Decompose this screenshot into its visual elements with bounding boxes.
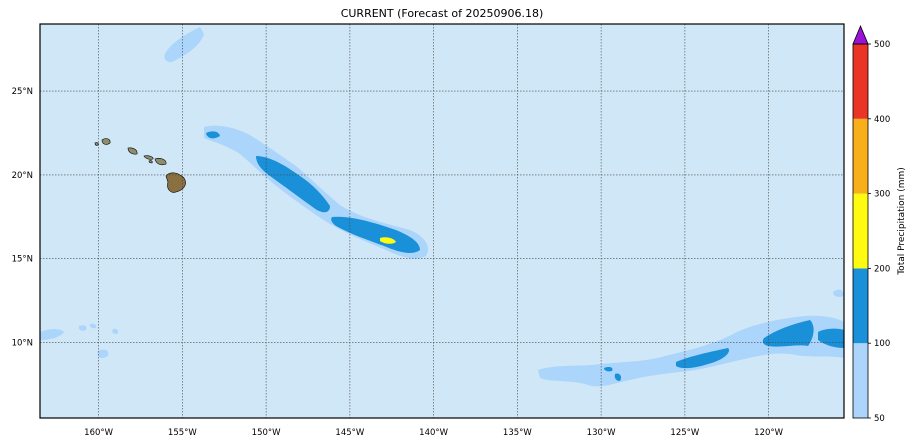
colorbar-tick-label: 50 (874, 414, 885, 424)
colorbar-tick-label: 300 (874, 190, 890, 200)
map-frame (39, 23, 845, 419)
lon-tick-label: 135°W (503, 428, 532, 438)
colorbar-extend-arrow (852, 24, 869, 45)
lat-tick-label: 20°N (12, 171, 33, 181)
island-kauai (101, 138, 111, 145)
colorbar-tick-label: 500 (874, 40, 890, 50)
precip-spot-light-2 (89, 323, 97, 329)
island-niihau (94, 142, 99, 146)
island-molokai (143, 155, 154, 160)
colorbar-tick-label: 400 (874, 115, 890, 125)
lat-tick-label: 15°N (12, 255, 33, 265)
precip-core-dark-1 (206, 131, 220, 139)
colorbar-bin-1 (853, 268, 868, 344)
precip-core-dark-7 (604, 367, 613, 372)
lon-tick-label: 160°W (84, 428, 113, 438)
colorbar: 50 100 200 300 400 500 (852, 24, 890, 424)
precip-core-dark-3 (331, 216, 420, 253)
precip-band-light-north (164, 27, 204, 63)
colorbar-bin-0 (853, 343, 868, 418)
colorbar-tick-label: 200 (874, 264, 890, 274)
precip-spot-light-4 (97, 349, 109, 359)
island-lanai (148, 160, 153, 164)
precip-band-light-east (538, 315, 844, 387)
precip-core-yellow (380, 237, 396, 244)
hawaiian-islands (94, 138, 186, 193)
colorbar-bin-3 (853, 118, 868, 194)
colorbar-label: Total Precipitation (mm) (897, 167, 907, 276)
precip-core-dark-2 (256, 156, 330, 213)
precip-spot-light-3 (112, 328, 119, 334)
colorbar-frame (852, 43, 869, 419)
lon-tick-label: 155°W (168, 428, 197, 438)
lat-tick-label: 10°N (12, 339, 33, 349)
lon-tick-label: 145°W (335, 428, 364, 438)
precip-core-dark-5 (762, 320, 814, 347)
lat-tick-label: 25°N (12, 87, 33, 97)
precip-spot-light-1 (78, 325, 87, 331)
precip-band-light-west (40, 329, 64, 340)
colorbar-bin-4 (853, 44, 868, 119)
lon-tick-label: 120°W (754, 428, 783, 438)
map-title: CURRENT (Forecast of 20250906.18) (340, 7, 544, 20)
precip-core-dark-4 (676, 348, 730, 369)
lon-tick-label: 130°W (587, 428, 616, 438)
longitude-tick-labels: 160°W 155°W 150°W 145°W 140°W 135°W 130°W 125°W… (84, 428, 783, 438)
precip-core-dark-6 (818, 328, 844, 348)
lon-tick-label: 140°W (419, 428, 448, 438)
island-oahu (127, 147, 138, 155)
lon-tick-label: 150°W (252, 428, 281, 438)
graticule (40, 24, 844, 418)
precip-spot-light-5 (833, 289, 844, 297)
island-maui (154, 158, 167, 166)
colorbar-bin-2 (853, 193, 868, 269)
lon-tick-label: 125°W (670, 428, 699, 438)
island-hawaii (165, 172, 186, 193)
precip-core-dark-8 (614, 373, 622, 381)
precip-overlay (40, 27, 844, 387)
colorbar-tick-label: 100 (874, 339, 890, 349)
latitude-tick-labels: 10°N 15°N 20°N 25°N (12, 87, 33, 348)
